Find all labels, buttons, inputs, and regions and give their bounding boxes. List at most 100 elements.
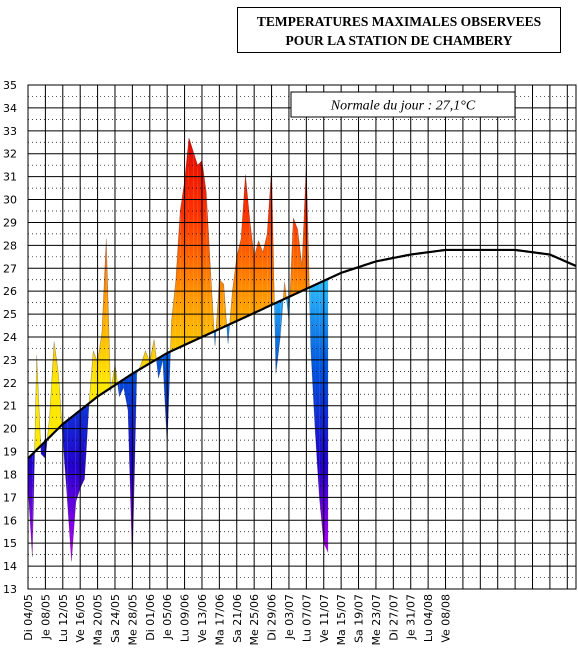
anomaly-segment [232,256,237,323]
anomaly-segment [167,351,171,445]
anomaly-segment [80,406,85,489]
anomaly-segment [216,279,220,331]
x-tick-label: Je 08/05 [39,594,52,640]
anomaly-segment [162,353,168,445]
anomaly-segment [54,341,59,433]
x-tick-label: Sa 24/05 [109,594,122,643]
anomaly-segment [36,355,41,450]
anomaly-segment [34,355,37,452]
anomaly-segment [206,192,211,335]
anomaly-segment [306,162,310,289]
anomaly-segment [158,355,163,379]
y-tick-label: 18 [3,468,17,481]
y-tick-label: 28 [3,239,17,252]
x-tick-label: Di 29/06 [266,594,279,641]
y-tick-label: 17 [3,491,17,504]
y-tick-label: 27 [3,262,17,275]
anomaly-segment [89,350,94,404]
x-tick-label: Lu 12/05 [57,594,70,642]
y-tick-label: 30 [3,194,17,207]
anomaly-segment [97,332,102,397]
anomaly-segment [156,358,159,379]
anomaly-segment [84,403,89,480]
anomaly-segment [241,174,246,319]
anomaly-segment [323,278,329,553]
x-tick-label: Di 27/07 [387,594,400,641]
y-tick-label: 26 [3,285,17,298]
x-tick-label: Sa 19/07 [353,594,366,643]
x-tick-label: Ve 11/07 [318,594,331,643]
anomaly-segment [49,341,55,437]
anomaly-segment [154,339,157,361]
y-tick-label: 25 [3,308,17,321]
anomaly-segment [123,376,129,411]
anomaly-segment [226,324,229,344]
anomaly-segment [170,320,172,352]
anomaly-segment [236,238,242,321]
y-tick-label: 31 [3,171,17,184]
chart-title-line-1: TEMPERATURES MAXIMALES OBSERVEES [256,14,542,29]
y-tick-label: 14 [3,560,17,573]
anomaly-segment [293,217,298,295]
anomaly-segment [149,339,155,364]
anomaly-segment [284,282,287,299]
x-tick-label: Ve 08/08 [440,594,453,643]
x-tick-label: Me 28/05 [126,594,139,645]
anomaly-segment [283,282,285,300]
anomaly-segment [319,280,324,544]
anomaly-segment [219,279,224,329]
anomaly-segment [215,330,217,347]
anomaly-segment [197,160,202,339]
anomaly-segment [258,240,263,311]
anomaly-segment [310,284,316,429]
anomaly-segment [280,299,284,337]
normal-annotation-box [290,91,516,118]
anomaly-segment [302,162,307,291]
anomaly-segment [229,291,233,325]
anomaly-segment [93,350,98,400]
anomaly-segment [114,364,118,386]
observed-temperature-line [27,137,329,564]
x-tick-label: Me 23/07 [370,594,383,645]
x-tick-label: Lu 04/08 [422,594,435,642]
anomaly-segment [117,382,120,397]
normal-temperature-curve [27,248,577,460]
anomaly-segment [132,371,137,564]
x-tick-label: Je 31/07 [405,594,418,640]
x-tick-label: Je 03/07 [283,594,296,640]
anomaly-segment [193,151,198,342]
anomaly-segment [262,233,268,309]
anomaly-segment [228,324,230,344]
anomaly-segment [254,240,259,313]
chart-title-line-2: POUR LA STATION DE CHAMBERY [285,33,513,48]
anomaly-segment [145,350,150,366]
x-tick-label: Di 01/06 [144,594,157,641]
anomaly-segment [171,279,176,352]
y-tick-label: 23 [3,354,17,367]
anomaly-segment [106,238,111,391]
grid-layer [27,84,576,590]
y-tick-label: 34 [3,102,17,115]
y-tick-label: 19 [3,446,17,459]
y-tick-label: 13 [3,583,17,596]
x-tick-label: Ve 13/06 [196,594,209,643]
anomaly-segment [111,364,115,388]
anomaly-segment [101,238,107,394]
line-layer [27,137,577,564]
x-tick-label: Ma 15/07 [335,594,348,645]
anomaly-segment [75,410,81,502]
x-tick-label: Me 25/06 [248,594,261,645]
y-tick-label: 22 [3,377,17,390]
anomaly-segment [289,217,294,297]
anomaly-segment [62,420,68,498]
y-tick-label: 15 [3,537,17,550]
anomaly-segment [128,373,133,564]
anomaly-segment [67,417,72,562]
y-tick-label: 16 [3,514,17,527]
y-tick-label: 24 [3,331,17,344]
chart-title: TEMPERATURES MAXIMALES OBSERVEES POUR LA… [237,7,561,53]
anomaly-segment [214,330,216,347]
x-tick-label: Je 05/06 [161,594,174,640]
anomaly-segment [188,137,194,344]
